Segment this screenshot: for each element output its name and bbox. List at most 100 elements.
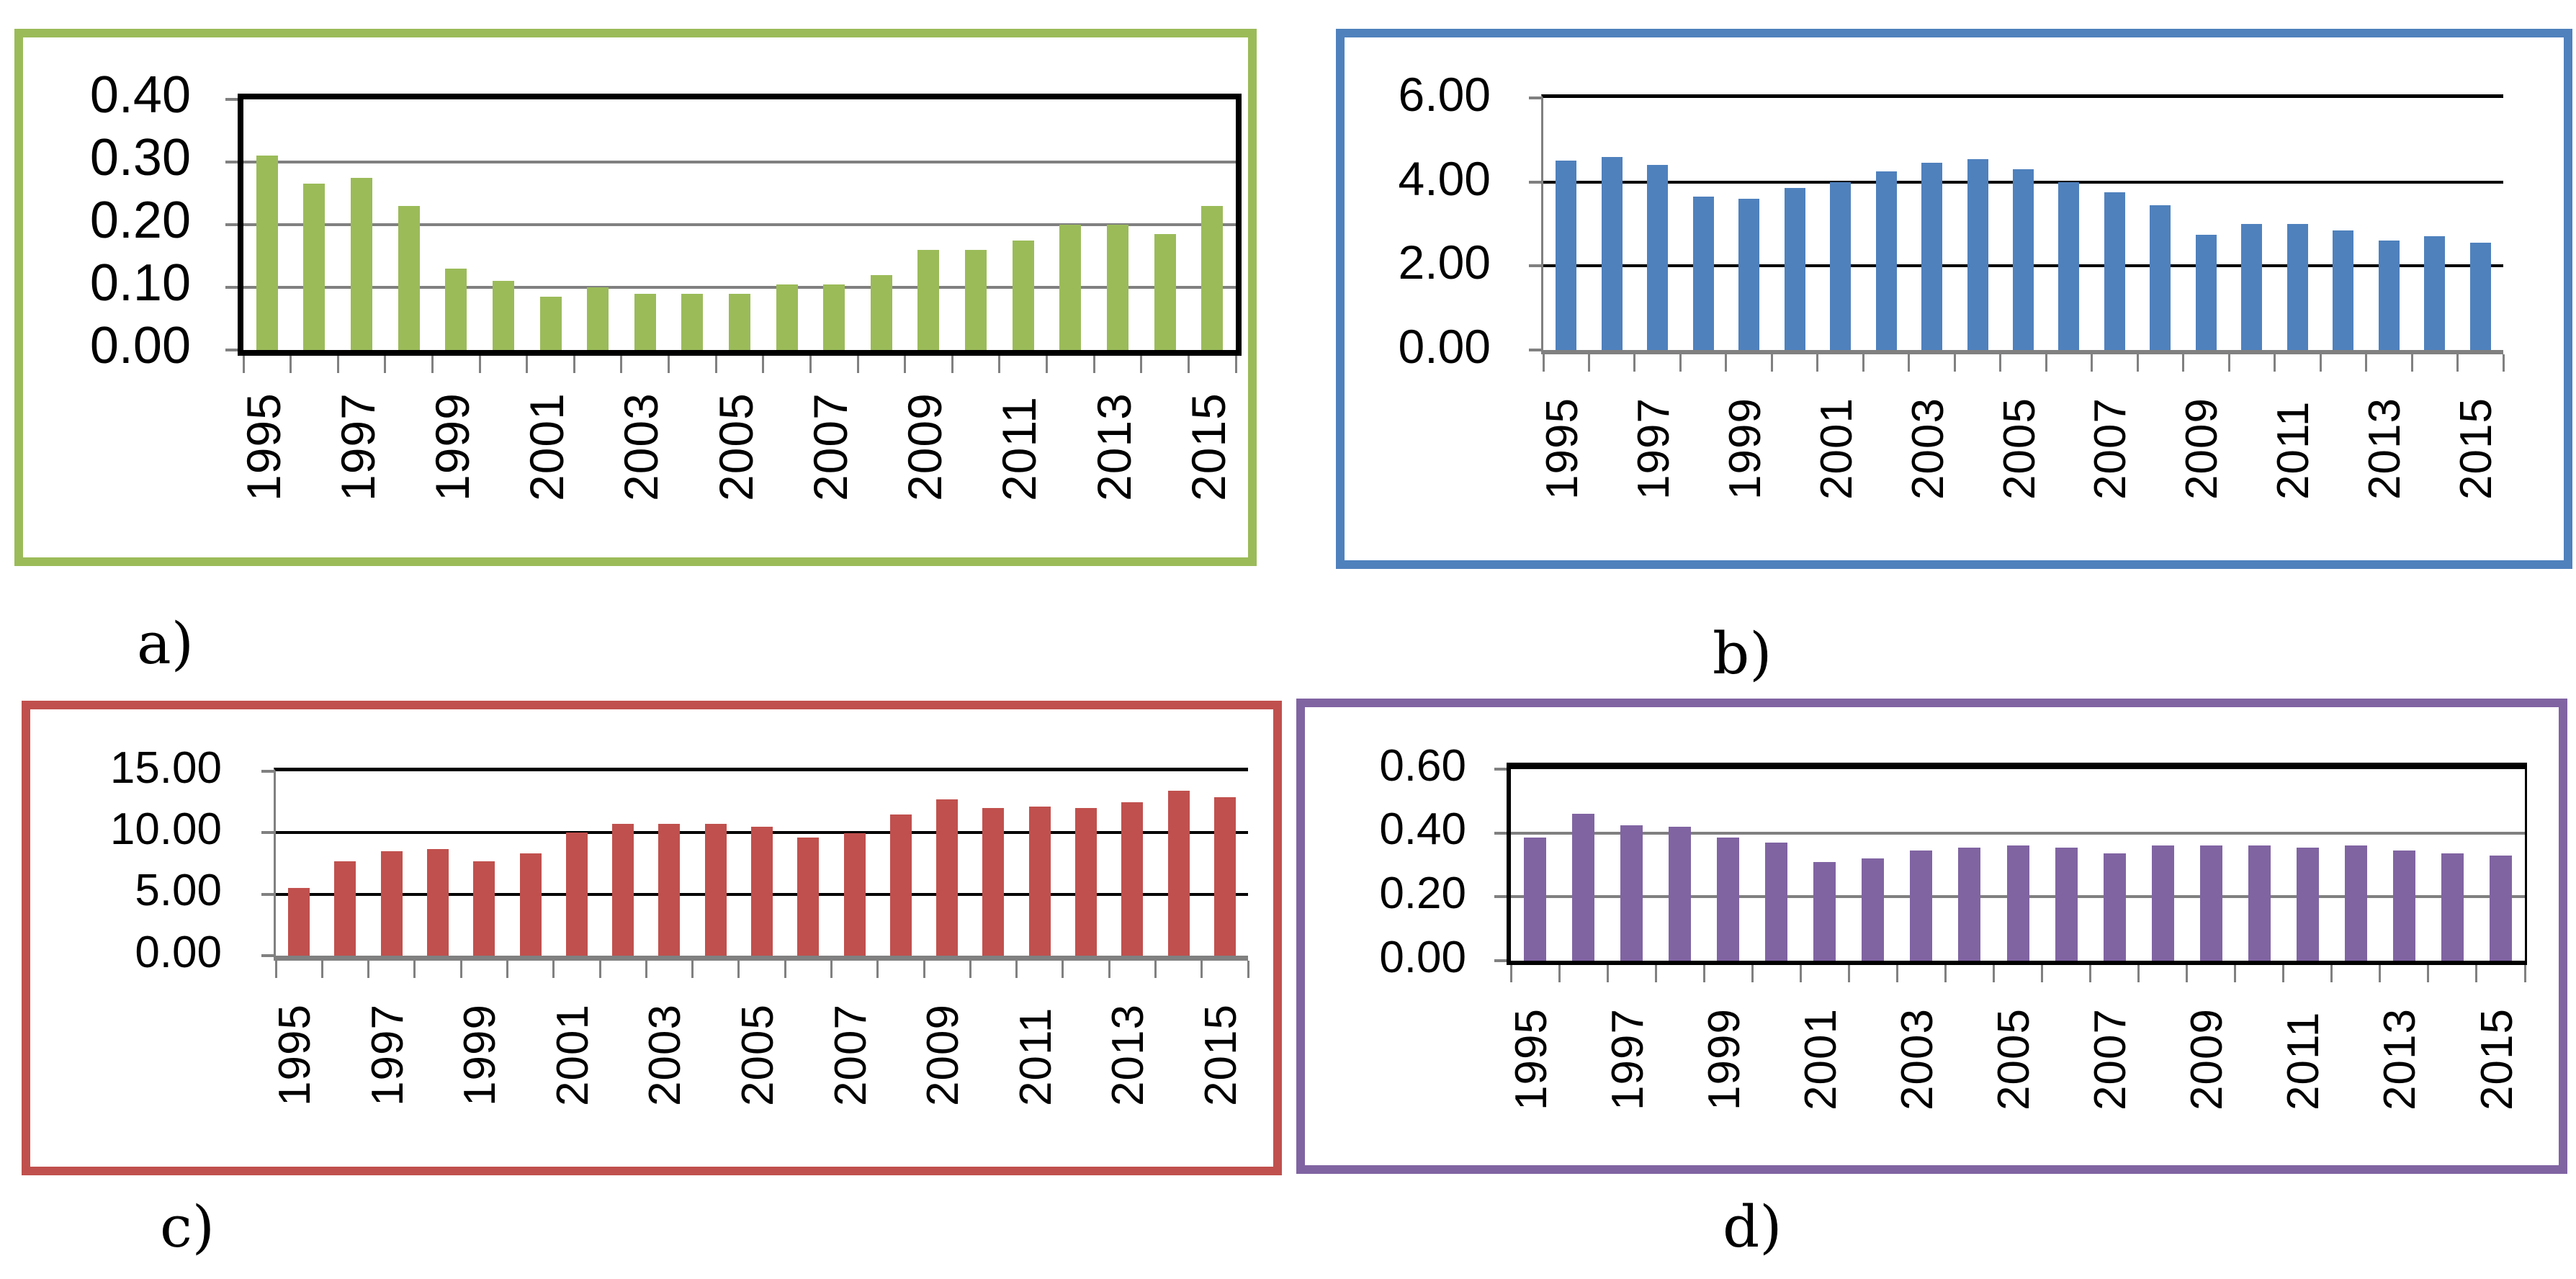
x-tick-label: 2001	[1795, 1008, 1846, 1110]
bar-2007	[823, 284, 845, 350]
x-tick-label: 2011	[2268, 400, 2319, 500]
y-tick-label: 4.00	[1398, 151, 1491, 205]
x-tick-label: 2007	[803, 392, 857, 501]
bar-2005	[2013, 169, 2034, 350]
bar-2000	[519, 853, 542, 956]
x-axis-tick	[2502, 354, 2505, 372]
bar-2009	[2195, 235, 2217, 350]
y-tick-mark	[1529, 264, 1541, 268]
x-axis-tick	[1816, 354, 1819, 372]
x-axis-tick	[1108, 961, 1110, 978]
y-tick-label: 10.00	[109, 804, 222, 854]
y-tick-label: 0.00	[1398, 320, 1491, 374]
bar-2002	[1862, 858, 1885, 961]
bar-2007	[2104, 192, 2125, 350]
x-axis-tick	[2186, 965, 2189, 982]
y-tick-mark	[1494, 895, 1507, 899]
x-axis-tick	[951, 356, 953, 373]
gridline	[243, 161, 1236, 163]
x-tick-label: 1995	[1506, 1008, 1556, 1110]
y-tick-label: 15.00	[109, 742, 222, 793]
x-axis-tick	[1679, 354, 1682, 372]
y-tick-label: 2.00	[1398, 235, 1491, 290]
x-axis-tick	[1847, 965, 1850, 982]
x-tick-label: 1999	[426, 392, 479, 501]
x-axis-tick	[2475, 965, 2478, 982]
x-tick-label: 2013	[1103, 1004, 1154, 1106]
x-tick-label: 1997	[331, 392, 385, 501]
bar-1999	[1738, 199, 1760, 350]
x-axis-tick	[1992, 965, 1995, 982]
bar-2005	[729, 294, 750, 350]
x-axis-tick	[274, 961, 277, 978]
bar-2000	[492, 281, 514, 350]
x-axis-tick	[2089, 965, 2092, 982]
x-tick-label: 2015	[1195, 1004, 1246, 1106]
bar-1997	[380, 851, 403, 956]
x-tick-label: 2001	[520, 392, 574, 501]
x-axis-tick	[506, 961, 508, 978]
bar-2010	[2248, 845, 2271, 961]
x-tick-label: 2007	[2086, 398, 2136, 500]
x-tick-label: 1997	[1628, 398, 1679, 500]
bar-2015	[2489, 856, 2512, 961]
y-tick-label: 0.20	[89, 192, 191, 250]
x-axis-tick	[762, 356, 765, 373]
x-axis-tick	[668, 356, 670, 373]
bar-2014	[2441, 853, 2464, 961]
bar-1996	[1572, 814, 1595, 961]
bar-2007	[2103, 853, 2126, 961]
bar-2014	[2424, 236, 2446, 350]
x-axis-tick	[923, 961, 925, 978]
x-axis-tick	[1725, 354, 1728, 372]
y-tick-mark	[225, 349, 238, 351]
bar-1996	[303, 184, 326, 350]
bar-2008	[2150, 205, 2171, 350]
y-tick-label: 0.20	[1379, 868, 1466, 918]
bar-1998	[427, 849, 449, 956]
x-axis-tick	[1606, 965, 1609, 982]
x-axis-tick	[1799, 965, 1802, 982]
bar-2002	[1875, 171, 1897, 350]
bar-1995	[1556, 161, 1577, 350]
x-axis-tick	[1558, 965, 1561, 982]
y-tick-mark	[225, 161, 238, 163]
x-axis-tick	[320, 961, 323, 978]
x-axis-tick	[1234, 356, 1237, 373]
x-axis-tick	[2365, 354, 2368, 372]
bar-2009	[936, 799, 959, 956]
x-tick-label: 2015	[2472, 1008, 2522, 1110]
x-axis-tick	[1140, 356, 1143, 373]
x-axis-tick	[1999, 354, 2002, 372]
bar-2003	[658, 824, 681, 956]
x-axis-tick	[1633, 354, 1636, 372]
bar-2002	[587, 287, 609, 350]
x-tick-label: 2005	[1994, 398, 2045, 500]
x-axis-tick	[1247, 961, 1249, 978]
caption-d: d)	[1723, 1193, 1782, 1260]
x-axis-tick	[2274, 354, 2276, 372]
bar-2001	[1813, 862, 1836, 961]
x-tick-label: 1997	[1602, 1008, 1653, 1110]
bar-1998	[1692, 197, 1714, 350]
chart-plot-d: 0.00 0.20 0.40 0.60 1995 1997 1999 2001 2003 2005…	[1379, 741, 2527, 1110]
x-tick-label: 1999	[455, 1004, 506, 1106]
x-tick-label: 2001	[547, 1004, 598, 1106]
bar-2014	[1154, 234, 1176, 350]
gridline	[243, 286, 1236, 289]
x-axis-tick	[1908, 354, 1911, 372]
x-tick-label: 2011	[992, 396, 1046, 501]
x-axis-tick	[1187, 356, 1190, 373]
bar-2003	[1910, 851, 1933, 961]
panel-a: 0.00 0.10 0.20 0.30 0.40 1995 1997 1999 2001 2003…	[14, 29, 1257, 566]
gridline	[1511, 831, 2525, 835]
bar-1997	[1647, 165, 1669, 350]
x-axis-tick	[998, 356, 1001, 373]
y-tick-label: 0.30	[89, 129, 191, 187]
bar-2011	[2296, 848, 2319, 961]
bar-1996	[334, 861, 356, 956]
x-axis-tick	[552, 961, 555, 978]
y-tick-label: 0.00	[89, 317, 191, 375]
bar-1999	[1717, 838, 1740, 961]
x-axis-tick	[1092, 356, 1095, 373]
